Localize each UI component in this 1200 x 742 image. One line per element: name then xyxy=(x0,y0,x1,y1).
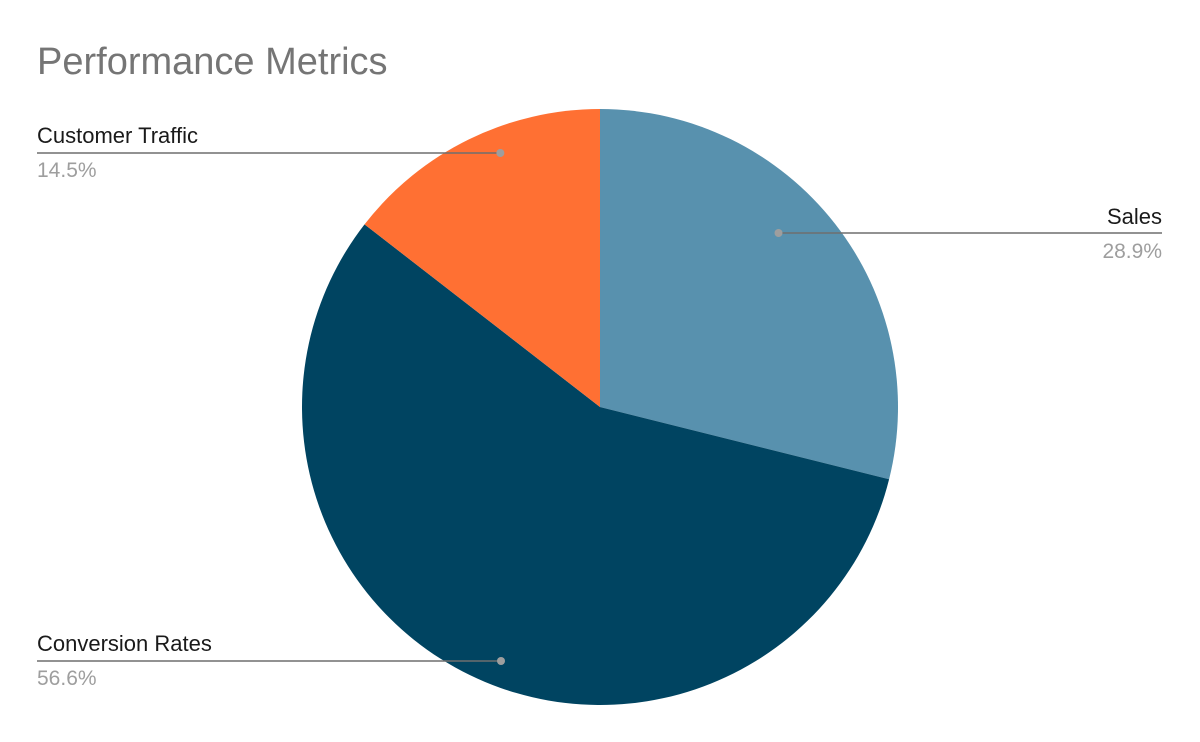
slice-labels: Sales 28.9% Conversion Rates 56.6% Customer … xyxy=(37,123,1162,690)
pie-slice-conversion-rates xyxy=(301,224,890,706)
slice-value-customer-traffic: 14.5% xyxy=(37,159,97,182)
leader-dot-conversion-rates xyxy=(497,657,506,665)
slice-label-sales: Sales xyxy=(1107,204,1162,229)
chart-title: Performance Metrics xyxy=(37,41,388,83)
slice-label-conversion-rates: Conversion Rates xyxy=(37,631,212,656)
slice-value-conversion-rates: 56.6% xyxy=(37,667,97,690)
slice-label-customer-traffic: Customer Traffic xyxy=(37,123,198,148)
leader-dot-customer-traffic xyxy=(496,149,505,157)
slice-value-sales: 28.9% xyxy=(1102,240,1162,263)
pie-slice-sales xyxy=(600,109,899,480)
pie-slices xyxy=(301,109,899,706)
pie-slice-customer-traffic xyxy=(364,109,600,407)
leader-dot-sales xyxy=(774,229,783,237)
